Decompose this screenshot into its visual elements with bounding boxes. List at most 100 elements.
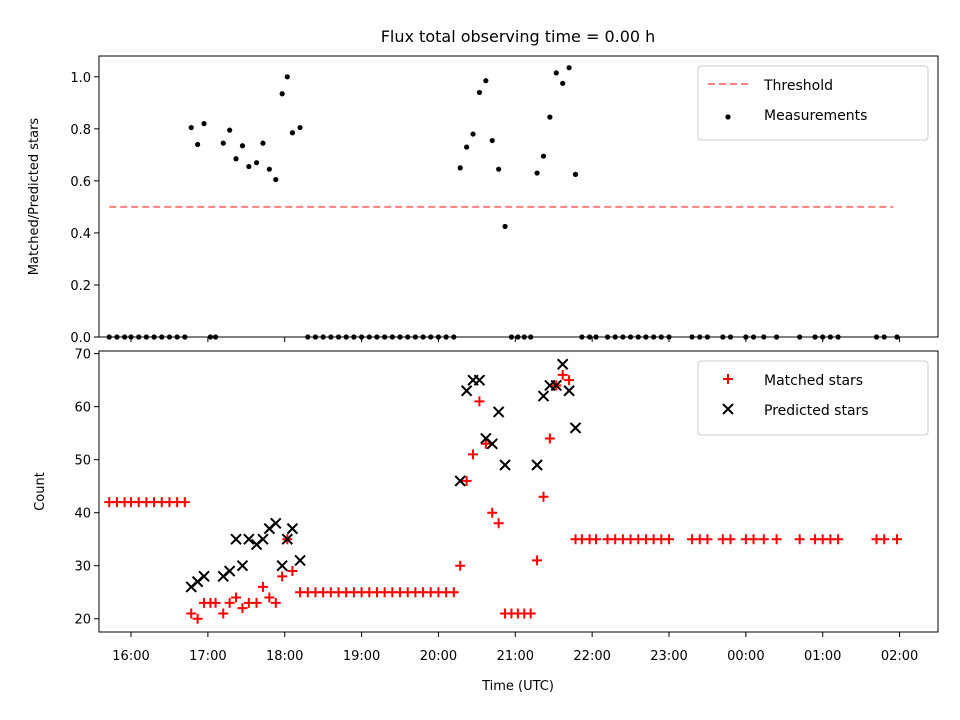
data-point xyxy=(483,78,489,84)
data-point xyxy=(260,140,266,146)
data-point xyxy=(538,491,549,502)
data-point xyxy=(188,124,194,131)
y-tick-label: 0.0 xyxy=(70,331,91,346)
data-point xyxy=(470,131,476,137)
data-point xyxy=(297,124,303,131)
data-point xyxy=(237,603,248,614)
data-point xyxy=(220,140,226,146)
x-tick-label: 01:00 xyxy=(804,649,841,664)
data-point xyxy=(266,166,272,172)
data-point xyxy=(499,459,511,471)
data-point xyxy=(198,570,210,583)
y-axis-label: Matched/Predicted stars xyxy=(27,118,42,276)
legend-label: Predicted stars xyxy=(764,403,869,419)
y-tick-label: 40 xyxy=(74,507,91,522)
data-point xyxy=(231,592,242,603)
data-point xyxy=(201,121,207,127)
data-point xyxy=(487,507,498,518)
x-tick-label: 19:00 xyxy=(343,649,380,664)
y-tick-label: 0.8 xyxy=(70,123,91,138)
y-tick-label: 60 xyxy=(74,401,91,416)
data-point xyxy=(590,534,601,545)
data-point xyxy=(525,608,536,619)
data-point xyxy=(264,592,275,603)
data-point xyxy=(725,534,736,545)
data-point xyxy=(243,533,255,545)
legend-label: Matched stars xyxy=(764,373,863,389)
y-tick-label: 30 xyxy=(74,560,91,575)
data-point xyxy=(879,534,890,545)
data-point xyxy=(455,560,466,571)
data-point xyxy=(537,390,550,402)
x-tick-label: 20:00 xyxy=(420,649,457,664)
data-point xyxy=(276,560,288,572)
data-point xyxy=(251,597,262,608)
legend-dot-swatch xyxy=(725,114,731,120)
data-point xyxy=(281,533,294,545)
x-tick-label: 22:00 xyxy=(573,649,610,664)
y-tick-label: 1.0 xyxy=(70,71,91,86)
data-point xyxy=(532,555,543,566)
data-point xyxy=(563,385,575,397)
data-point xyxy=(287,566,298,577)
data-point xyxy=(794,534,805,545)
data-point xyxy=(239,143,246,149)
y-tick-label: 0.2 xyxy=(70,279,91,294)
data-point xyxy=(544,433,555,444)
data-point xyxy=(489,137,495,144)
data-point xyxy=(560,80,566,86)
data-point xyxy=(270,517,282,530)
legend-box xyxy=(697,65,929,141)
x-tick-label: 16:00 xyxy=(112,649,149,664)
data-point xyxy=(289,130,296,136)
x-tick-label: 00:00 xyxy=(727,649,764,664)
data-point xyxy=(223,565,236,577)
data-point xyxy=(540,153,547,159)
x-tick-label: 17:00 xyxy=(189,649,226,664)
data-point xyxy=(460,385,473,397)
data-point xyxy=(496,166,502,172)
data-point xyxy=(664,534,675,545)
data-point xyxy=(233,156,239,162)
data-point xyxy=(502,223,508,230)
legend-plus-swatch xyxy=(723,374,733,384)
data-point xyxy=(486,438,498,450)
data-point xyxy=(454,475,466,487)
data-point xyxy=(286,522,299,535)
y-tick-label: 0.6 xyxy=(70,175,91,190)
data-point xyxy=(448,587,459,598)
data-point xyxy=(566,65,572,71)
legend-cross-swatch xyxy=(722,403,734,415)
x-tick-label: 02:00 xyxy=(881,649,918,664)
data-point xyxy=(186,608,197,619)
data-point xyxy=(476,89,483,96)
data-point xyxy=(457,165,463,171)
data-point xyxy=(192,613,203,624)
data-point xyxy=(279,91,285,97)
data-point xyxy=(547,114,553,120)
plot-frame xyxy=(98,55,939,338)
data-point xyxy=(253,160,260,166)
data-point xyxy=(556,358,569,370)
data-point xyxy=(246,163,252,170)
data-point xyxy=(702,534,713,545)
data-point xyxy=(461,475,472,486)
data-point xyxy=(771,534,782,545)
y-tick-label: 70 xyxy=(74,348,91,363)
legend: Threshold Measurements xyxy=(697,65,929,141)
data-point xyxy=(270,597,281,608)
y-tick-label: 20 xyxy=(74,613,91,628)
data-point xyxy=(236,560,249,572)
data-point xyxy=(758,534,769,545)
data-point xyxy=(474,396,485,407)
data-point xyxy=(557,369,568,380)
y-tick-label: 0.4 xyxy=(70,227,91,242)
data-point xyxy=(572,171,579,177)
data-point xyxy=(257,533,269,545)
ratio-panel: 0.0 0.2 0.4 0.6 0.8 1.0 Matched/Predicted star… xyxy=(27,55,939,346)
data-point xyxy=(294,554,306,567)
x-tick-label: 21:00 xyxy=(497,649,534,664)
data-point xyxy=(480,438,491,449)
data-point xyxy=(833,534,844,545)
data-point xyxy=(284,74,290,80)
